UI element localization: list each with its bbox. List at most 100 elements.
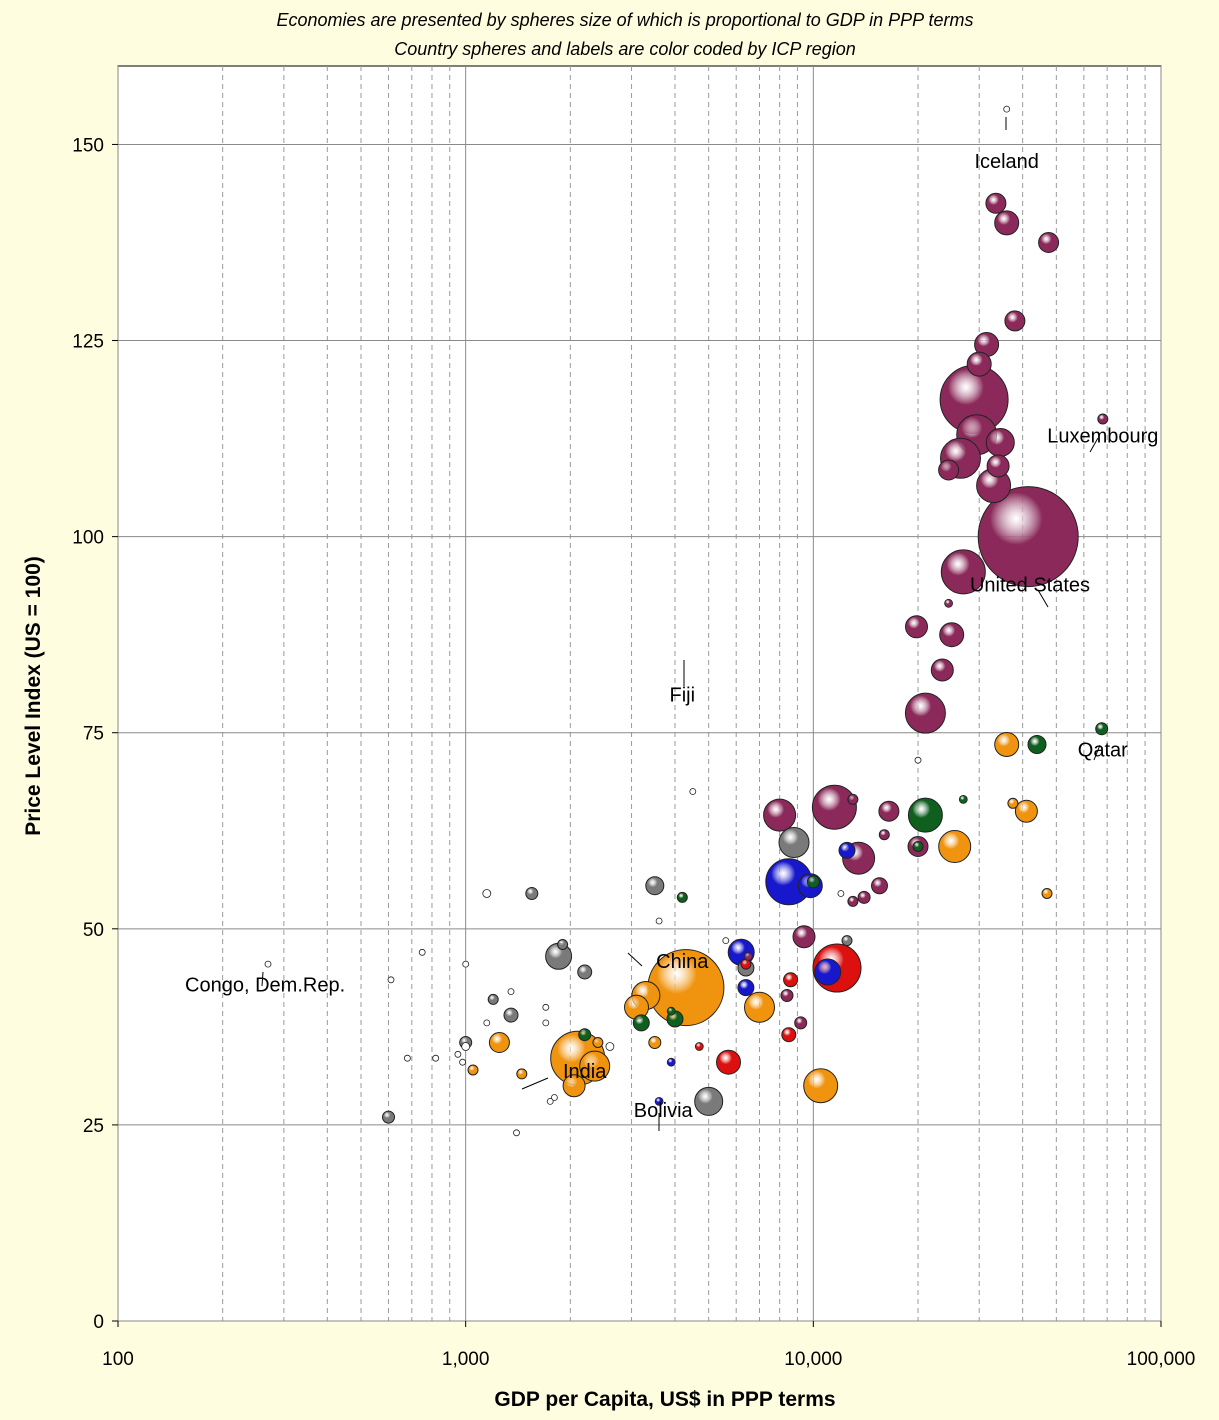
data-point-africa	[689, 788, 697, 795]
data-point-cis	[778, 827, 810, 858]
data-point-eurostat_oecd	[985, 192, 1007, 214]
data-point-asia_pacific	[562, 1074, 586, 1098]
data-point-eurostat_oecd	[792, 925, 816, 949]
x-tick-label: 1,000	[442, 1349, 490, 1370]
data-point-asia_pacific	[1014, 799, 1038, 823]
data-point-south_america	[666, 1057, 676, 1067]
data-point-eurostat_oecd	[985, 428, 1015, 457]
y-tick-label: 75	[83, 724, 104, 745]
data-point-eurostat_oecd	[904, 692, 946, 734]
data-point-western_asia	[806, 875, 820, 889]
data-point-south_america	[654, 1097, 664, 1106]
data-point-africa	[655, 917, 663, 925]
x-tick-label: 100	[102, 1349, 134, 1370]
annotation-leader-line	[627, 952, 643, 967]
y-axis-title: Price Level Index (US = 100)	[22, 556, 45, 836]
data-point-cis	[694, 1086, 724, 1116]
data-point-western_asia	[958, 795, 968, 804]
x-tick-label: 100,000	[1127, 1349, 1196, 1370]
data-point-asia_pacific	[803, 1068, 839, 1104]
data-point-africa	[507, 988, 515, 995]
data-point-south_america	[814, 958, 842, 986]
data-point-eurostat_oecd	[977, 486, 1079, 588]
data-point-eurostat_oecd	[878, 800, 900, 822]
x-tick-label: 10,000	[784, 1349, 842, 1370]
annotation-label: Qatar	[1078, 739, 1128, 761]
data-point-eurostat_oecd	[794, 1016, 808, 1030]
data-point-latin_america	[740, 958, 752, 970]
data-point-africa	[264, 960, 272, 968]
data-point-western_asia	[578, 1028, 592, 1042]
data-point-south_america	[838, 841, 856, 859]
data-point-eurostat_oecd	[939, 622, 965, 648]
data-point-cis	[557, 939, 569, 950]
data-point-asia_pacific	[648, 1036, 662, 1049]
y-tick-label: 150	[72, 135, 104, 156]
data-point-asia_pacific	[579, 1050, 611, 1082]
data-point-cis	[841, 935, 853, 947]
data-point-africa	[546, 1098, 554, 1105]
data-point-eurostat_oecd	[811, 784, 857, 830]
axis-ticks: 0 25 50 75 100 125 150 100 1,000 10,000 100,000	[72, 135, 1195, 1370]
y-tick-label: 125	[72, 332, 104, 353]
data-point-latin_america	[783, 972, 799, 988]
annotation-label: Fiji	[670, 685, 696, 707]
data-point-africa	[542, 1019, 550, 1027]
data-point-eurostat_oecd	[871, 877, 888, 895]
data-point-western_asia	[666, 1006, 676, 1016]
data-point-eurostat_oecd	[986, 454, 1010, 478]
data-point-africa	[542, 1003, 550, 1011]
data-point-africa	[418, 948, 426, 956]
data-point-asia_pacific	[994, 732, 1020, 757]
data-point-western_asia	[676, 891, 688, 903]
annotation-leader-line	[1037, 589, 1049, 608]
data-point-africa	[403, 1054, 411, 1062]
data-point-eurostat_oecd	[940, 549, 986, 595]
data-point-western_asia	[632, 1014, 650, 1032]
data-point-eurostat_oecd	[994, 210, 1020, 236]
data-point-africa	[459, 1058, 467, 1066]
data-point-cis	[503, 1007, 519, 1023]
data-point-africa	[454, 1050, 462, 1058]
data-point-africa	[483, 1019, 491, 1027]
data-point-africa	[387, 976, 395, 984]
data-point-asia_pacific	[938, 830, 972, 863]
data-point-eurostat_oecd	[966, 351, 992, 377]
data-point-africa	[462, 960, 470, 968]
data-point-eurostat_oecd	[743, 951, 753, 961]
data-point-western_asia	[1027, 735, 1047, 754]
chart-subtitle-line-1: Economies are presented by spheres size …	[277, 10, 974, 30]
annotation-leader-line	[1093, 744, 1101, 761]
data-point-latin_america	[716, 1049, 741, 1075]
y-tick-label: 100	[72, 528, 104, 549]
data-point-asia_pacific	[592, 1037, 604, 1048]
data-point-asia_pacific	[744, 991, 775, 1023]
data-point-africa	[461, 1042, 471, 1051]
data-point-eurostat_oecd	[1004, 310, 1026, 332]
data-point-africa	[605, 1042, 615, 1051]
grid-lines	[117, 66, 1162, 1322]
data-point-asia_pacific	[488, 1032, 510, 1053]
data-point-africa	[482, 889, 492, 898]
data-point-africa	[551, 1094, 558, 1101]
data-point-cis	[645, 876, 665, 896]
data-points	[264, 105, 1109, 1137]
annotation-leader-line	[1089, 437, 1099, 453]
data-point-asia_pacific	[1041, 888, 1053, 899]
data-point-africa	[513, 1129, 520, 1137]
data-point-eurostat_oecd	[930, 658, 954, 682]
data-point-africa	[914, 756, 922, 764]
chart-subtitle-line-2: Country spheres and labels are color cod…	[394, 39, 856, 59]
data-point-eurostat_oecd	[780, 989, 794, 1002]
data-point-africa	[837, 890, 845, 897]
annotation-leader-line	[521, 1077, 549, 1090]
y-tick-label: 50	[83, 920, 104, 941]
data-point-eurostat_oecd	[847, 793, 859, 805]
data-point-western_asia	[907, 797, 943, 833]
annotation-label: United States	[970, 575, 1090, 597]
annotation-leaders	[261, 117, 1101, 1131]
data-point-eurostat_oecd	[944, 598, 953, 608]
data-point-cis	[382, 1110, 395, 1124]
